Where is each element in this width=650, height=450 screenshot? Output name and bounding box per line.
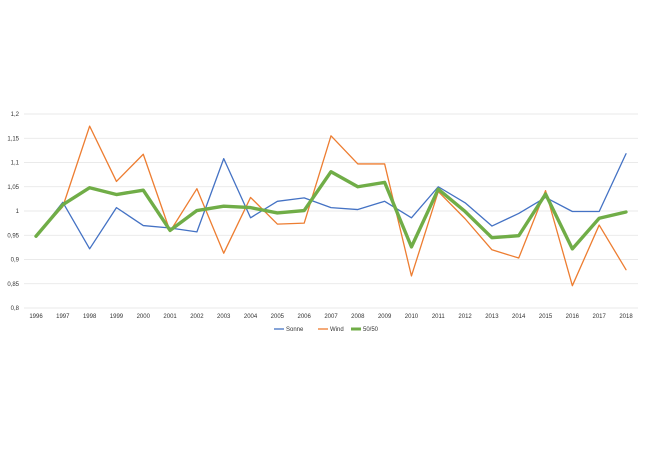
legend-label: 50/50 <box>363 327 379 333</box>
x-tick-label: 2006 <box>298 314 312 320</box>
y-tick-label: 1,1 <box>11 161 20 167</box>
x-tick-label: 2007 <box>324 314 338 320</box>
x-tick-label: 1999 <box>110 314 124 320</box>
series-line <box>34 170 628 251</box>
x-tick-label: 2018 <box>619 314 633 320</box>
series-line <box>35 153 627 250</box>
legend-label: Wind <box>330 327 344 333</box>
y-tick-label: 1 <box>16 209 20 215</box>
x-tick-label: 2003 <box>217 314 231 320</box>
y-tick-label: 0,8 <box>11 306 20 312</box>
x-tick-label: 2017 <box>593 314 607 320</box>
y-tick-label: 0,95 <box>7 233 19 239</box>
x-tick-label: 2016 <box>566 314 580 320</box>
x-tick-label: 2015 <box>539 314 553 320</box>
x-tick-label: 1996 <box>29 314 43 320</box>
x-tick-label: 2005 <box>271 314 285 320</box>
y-tick-label: 1,2 <box>11 112 20 118</box>
x-tick-label: 2000 <box>137 314 151 320</box>
x-tick-label: 2014 <box>512 314 526 320</box>
x-tick-label: 2011 <box>432 314 446 320</box>
x-tick-label: 2009 <box>378 314 392 320</box>
x-tick-label: 1998 <box>83 314 97 320</box>
y-tick-label: 0,9 <box>11 258 20 264</box>
x-tick-label: 2008 <box>351 314 365 320</box>
x-tick-label: 2013 <box>485 314 499 320</box>
legend-label: Sonne <box>286 327 304 333</box>
x-tick-label: 2012 <box>458 314 472 320</box>
y-tick-label: 1,15 <box>7 136 19 142</box>
x-tick-label: 1997 <box>56 314 70 320</box>
x-tick-label: 2010 <box>405 314 419 320</box>
x-tick-label: 2004 <box>244 314 258 320</box>
x-tick-label: 2001 <box>163 314 177 320</box>
y-tick-label: 1,05 <box>7 185 19 191</box>
series-line <box>35 125 627 287</box>
y-tick-label: 0,85 <box>7 282 19 288</box>
x-tick-label: 2002 <box>190 314 204 320</box>
